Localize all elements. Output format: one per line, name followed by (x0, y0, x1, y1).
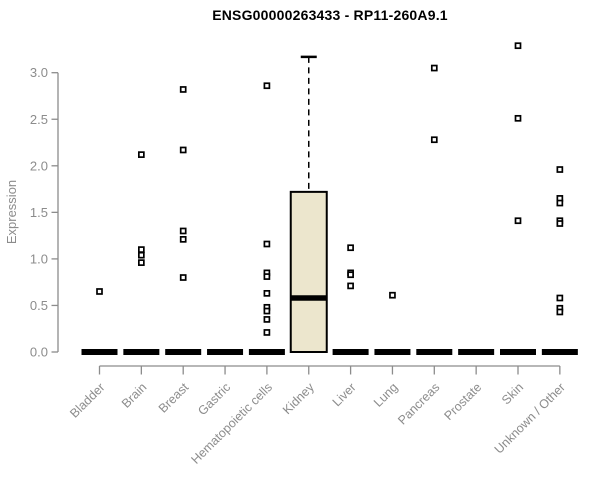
outlier-point (263, 316, 271, 323)
x-category-label: Breast (156, 380, 192, 416)
outlier-point (347, 271, 354, 279)
outlier-point (556, 294, 564, 302)
collapsed-box (165, 349, 202, 355)
chart-title: ENSG00000263433 - RP11-260A9.1 (212, 7, 448, 23)
outlier-point (263, 240, 271, 248)
x-category-label: Hematopoietic cells (188, 380, 275, 467)
x-category-label: Unknown / Other (492, 380, 568, 456)
outlier-point (96, 288, 103, 295)
collapsed-box (207, 349, 244, 355)
outlier-point (179, 227, 187, 235)
collapsed-box (416, 349, 453, 355)
outlier-point (263, 82, 271, 90)
collapsed-box (248, 349, 285, 355)
x-category-label: Bladder (67, 380, 107, 420)
outlier-point (347, 282, 354, 290)
outlier-point (556, 166, 564, 173)
outlier-point (263, 307, 271, 315)
outlier-point (179, 235, 187, 243)
outlier-point (138, 251, 145, 259)
outlier-point (347, 244, 354, 252)
outlier-point (138, 259, 145, 266)
collapsed-box (81, 349, 118, 355)
outlier-point (514, 217, 522, 225)
y-tick-label: 1.0 (30, 251, 48, 266)
y-tick-label: 1.5 (30, 205, 48, 220)
y-tick-label: 3.0 (30, 65, 48, 80)
outlier-point (430, 136, 438, 144)
outlier-point (263, 273, 271, 280)
y-axis-title: Expression (4, 180, 19, 244)
collapsed-box (123, 349, 160, 355)
outlier-point (138, 246, 145, 253)
outlier-point (179, 146, 187, 154)
y-tick-label: 2.0 (30, 158, 48, 173)
outlier-point (179, 274, 187, 281)
box (289, 190, 328, 353)
x-category-label: Skin (499, 380, 526, 407)
outlier-point (138, 151, 145, 158)
x-category-label: Pancreas (395, 380, 442, 427)
y-tick-label: 0.5 (30, 298, 48, 313)
outlier-point (263, 329, 271, 336)
outlier-point (514, 114, 522, 122)
x-category-label: Liver (330, 380, 359, 409)
collapsed-box (332, 349, 369, 355)
y-tick-label: 0.0 (30, 345, 48, 360)
x-category-label: Prostate (441, 380, 484, 423)
x-category-label: Kidney (280, 380, 317, 417)
outlier-point (514, 42, 522, 50)
outlier-point (389, 291, 396, 299)
collapsed-box (500, 349, 536, 355)
outlier-point (556, 220, 564, 227)
outlier-point (556, 199, 564, 207)
x-category-label: Gastric (195, 380, 233, 418)
outlier-point (263, 289, 271, 297)
x-category-label: Brain (119, 380, 150, 411)
collapsed-box (374, 349, 411, 355)
outlier-point (430, 64, 438, 72)
collapsed-box (458, 349, 495, 355)
outlier-point (179, 86, 187, 93)
y-tick-label: 2.5 (30, 112, 48, 127)
outlier-point (556, 308, 564, 316)
x-category-label: Lung (371, 380, 401, 410)
collapsed-box (541, 349, 578, 355)
